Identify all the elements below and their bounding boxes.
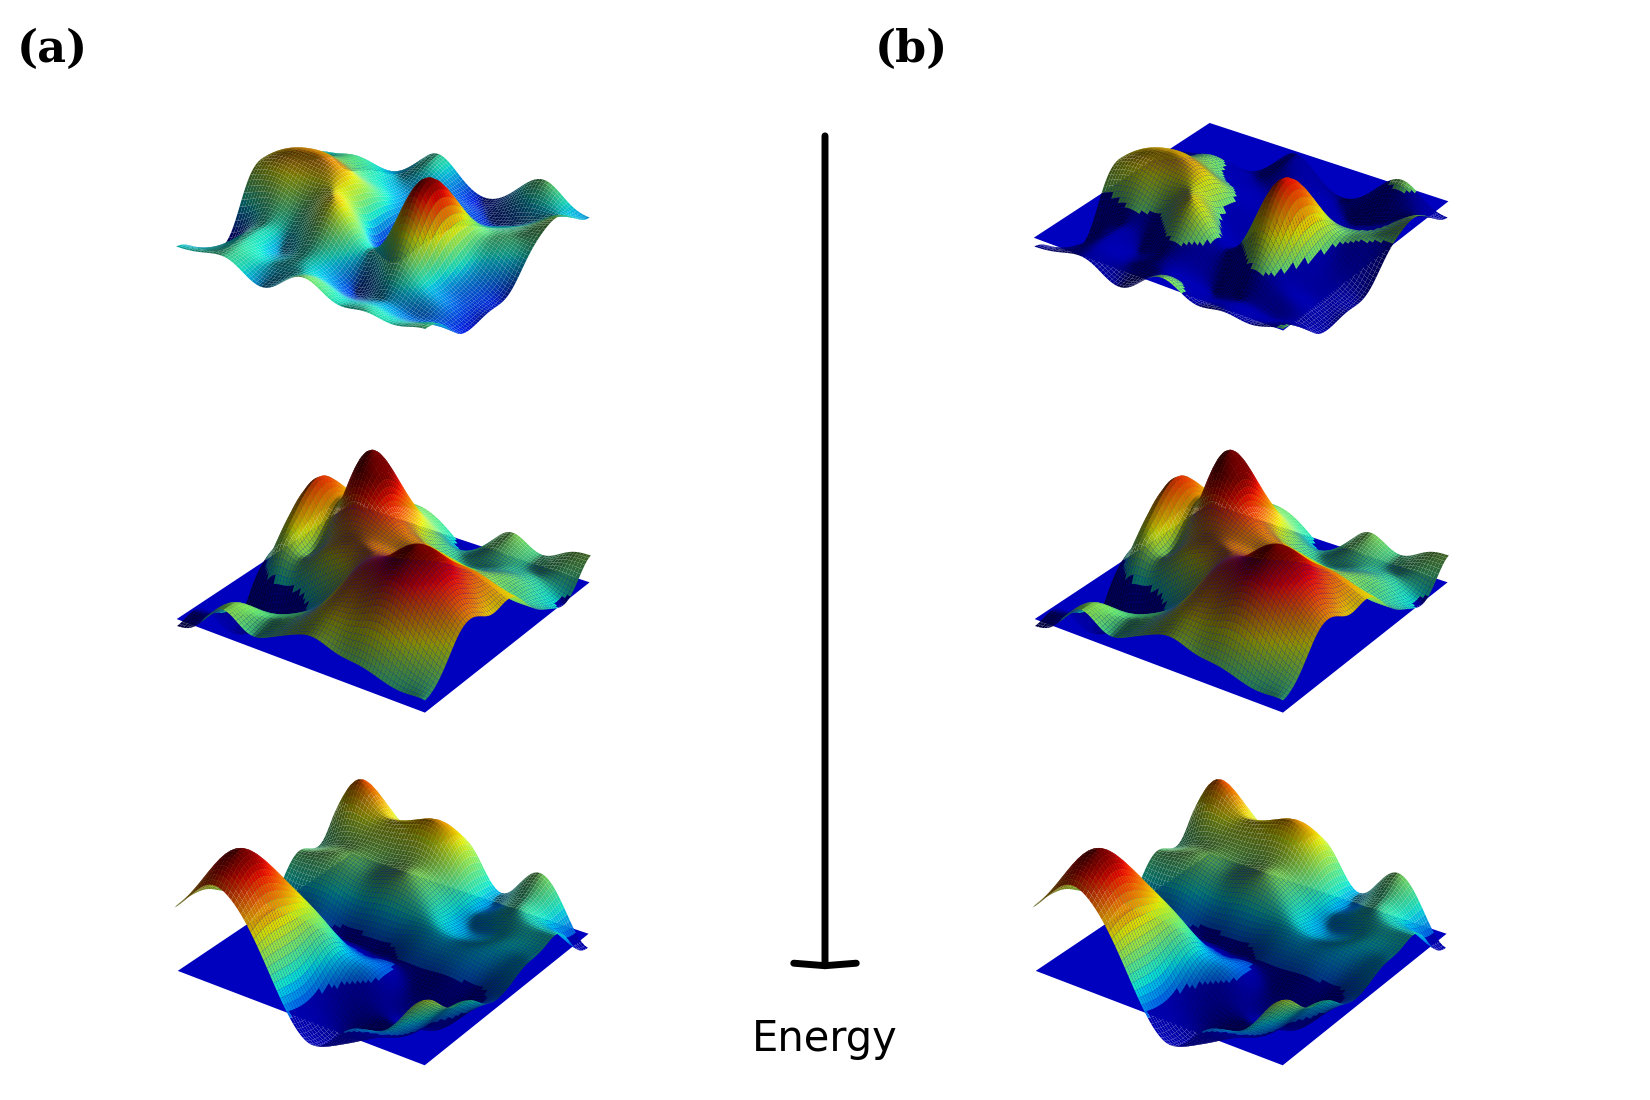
Text: (a): (a) [16,28,87,70]
Text: (b): (b) [874,28,947,70]
Text: Energy: Energy [752,1019,898,1060]
